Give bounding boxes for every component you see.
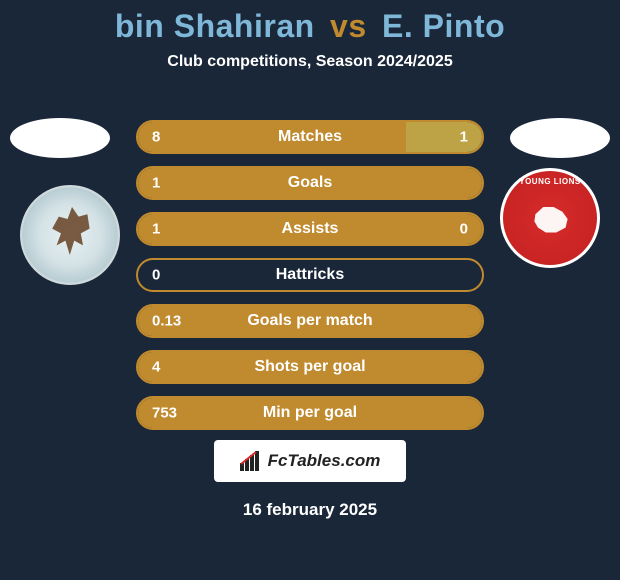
stat-row: 753Min per goal: [136, 396, 484, 430]
player2-name: E. Pinto: [382, 8, 505, 44]
player1-name: bin Shahiran: [115, 8, 315, 44]
stat-label: Goals: [138, 174, 482, 192]
stat-value-right: 1: [460, 129, 468, 146]
title-vs: vs: [330, 8, 367, 44]
stat-label: Hattricks: [138, 266, 482, 284]
stat-value-right: 0: [460, 221, 468, 238]
watermark: FcTables.com: [214, 440, 406, 482]
stat-label: Goals per match: [138, 312, 482, 330]
fctables-icon: [240, 451, 262, 471]
comparison-title: bin Shahiran vs E. Pinto: [0, 0, 620, 45]
player1-club-badge: [20, 185, 120, 285]
player1-avatar: [10, 118, 110, 158]
player2-avatar: [510, 118, 610, 158]
stat-row: 8Matches1: [136, 120, 484, 154]
stat-row: 4Shots per goal: [136, 350, 484, 384]
stat-row: 0.13Goals per match: [136, 304, 484, 338]
stat-label: Shots per goal: [138, 358, 482, 376]
stat-row: 1Assists0: [136, 212, 484, 246]
subtitle: Club competitions, Season 2024/2025: [0, 53, 620, 71]
player2-club-badge: [500, 168, 600, 268]
stat-label: Assists: [138, 220, 482, 238]
stat-label: Min per goal: [138, 404, 482, 422]
stat-row: 1Goals: [136, 166, 484, 200]
footer-date: 16 february 2025: [0, 500, 620, 520]
stat-rows: 8Matches11Goals1Assists00Hattricks0.13Go…: [136, 120, 484, 442]
stat-row: 0Hattricks: [136, 258, 484, 292]
stat-label: Matches: [138, 128, 482, 146]
watermark-text: FcTables.com: [268, 451, 381, 471]
